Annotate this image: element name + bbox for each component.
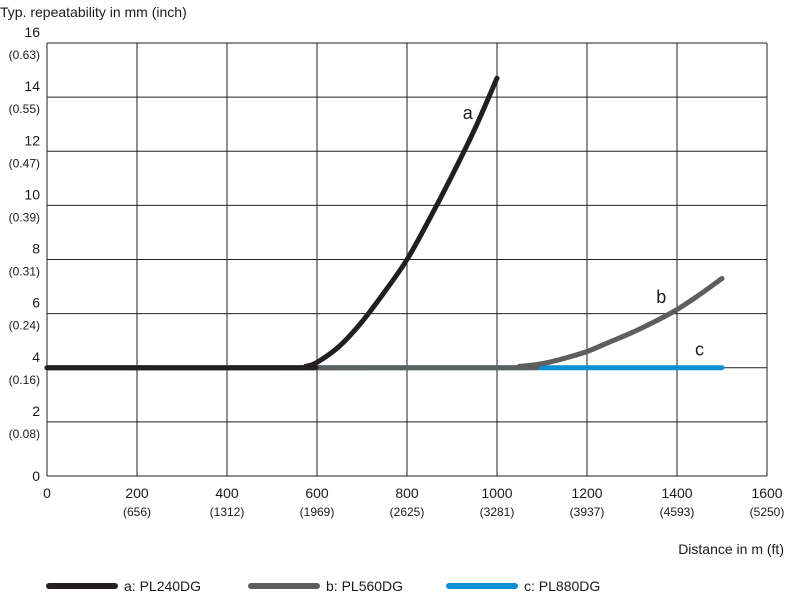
- curve-label-a: a: [463, 103, 474, 123]
- curve-labels: c b a: [463, 103, 704, 360]
- x-tick-0: 0: [43, 485, 51, 501]
- series-line-b: [44, 275, 725, 371]
- x-tick-sub-1400: (4593): [660, 505, 695, 519]
- curve-label-b: b: [656, 287, 666, 307]
- series-line-a: [44, 75, 500, 371]
- y-tick-sub-4: (0.16): [9, 373, 40, 387]
- y-tick-sub-8: (0.31): [9, 265, 40, 279]
- y-tick-sub-10: (0.39): [9, 210, 40, 224]
- x-tick-400: 400: [215, 485, 239, 501]
- x-tick-200: 200: [125, 485, 149, 501]
- y-tick-10: 10: [24, 186, 40, 202]
- y-axis-label: Typ. repeatability in mm (inch): [0, 4, 187, 20]
- y-tick-sub-14: (0.55): [9, 102, 40, 116]
- y-tick-0: 0: [32, 468, 40, 484]
- y-tick-12: 12: [24, 132, 40, 148]
- x-tick-sub-400: (1312): [210, 505, 245, 519]
- y-tick-sub-12: (0.47): [9, 156, 40, 170]
- x-tick-sub-800: (2625): [390, 505, 425, 519]
- y-tick-16: 16: [24, 24, 40, 40]
- x-tick-600: 600: [305, 485, 329, 501]
- legend-swatch-a: [46, 583, 118, 589]
- x-tick-1000: 1000: [481, 485, 512, 501]
- y-tick-sub-16: (0.63): [9, 48, 40, 62]
- x-tick-1200: 1200: [571, 485, 602, 501]
- y-tick-4: 4: [32, 349, 40, 365]
- x-tick-1400: 1400: [661, 485, 692, 501]
- legend-swatch-c: [446, 583, 518, 589]
- legend-label-b: b: PL560DG: [326, 578, 404, 594]
- y-tick-2: 2: [32, 403, 40, 419]
- y-tick-sub-2: (0.08): [9, 427, 40, 441]
- x-tick-sub-200: (656): [123, 505, 151, 519]
- legend-label-a: a: PL240DG: [124, 578, 202, 594]
- y-tick-sub-6: (0.24): [9, 319, 40, 333]
- x-tick-sub-1600: (5250): [750, 505, 785, 519]
- x-tick-sub-1200: (3937): [570, 505, 605, 519]
- curve-label-c: c: [695, 340, 704, 360]
- legend: a: PL240DG b: PL560DG c: PL880DG: [0, 578, 788, 600]
- legend-item-c: c: PL880DG: [446, 578, 600, 594]
- repeatability-chart: 0 200 (656) 400 (1312) 600 (1969) 800 (2625) 1000…: [9, 24, 785, 519]
- y-tick-6: 6: [32, 295, 40, 311]
- axis-ticks: 0 200 (656) 400 (1312) 600 (1969) 800 (2625) 1000…: [9, 24, 785, 519]
- legend-item-a: a: PL240DG: [46, 578, 201, 594]
- x-tick-sub-600: (1969): [300, 505, 335, 519]
- x-axis-label: Distance in m (ft): [678, 541, 784, 557]
- series-lines: [44, 75, 725, 371]
- x-tick-sub-1000: (3281): [480, 505, 515, 519]
- legend-label-c: c: PL880DG: [524, 578, 601, 594]
- legend-item-b: b: PL560DG: [248, 578, 403, 594]
- y-tick-14: 14: [24, 78, 40, 94]
- x-tick-800: 800: [395, 485, 419, 501]
- y-tick-8: 8: [32, 241, 40, 257]
- x-tick-1600: 1600: [751, 485, 782, 501]
- legend-swatch-b: [248, 583, 320, 589]
